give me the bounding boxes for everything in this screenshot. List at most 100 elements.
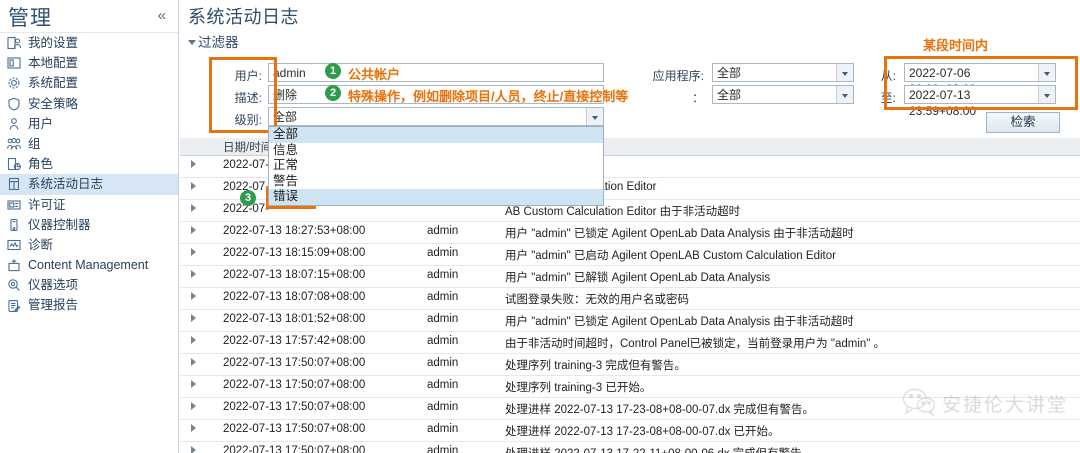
expand-triangle-icon[interactable] — [191, 380, 196, 388]
chevron-double-left-icon[interactable]: « — [157, 7, 166, 24]
column-header-datetime: 日期/时间 — [223, 142, 273, 154]
sidebar-item-1[interactable]: 本地配置 — [0, 53, 178, 73]
table-row[interactable]: 2022-07-13 17:50:07+08:00 admin 处理进样 2022-… — [180, 442, 1080, 453]
table-row[interactable]: 2022-07- — [180, 156, 1080, 178]
filter-section-label: 过滤器 — [198, 35, 239, 50]
description-input[interactable]: 删除 — [268, 85, 604, 104]
sidebar-item-label: 组 — [28, 136, 41, 151]
sidebar-item-11[interactable]: Content Management — [0, 255, 178, 275]
filter-section-toggle[interactable]: 过滤器 — [188, 31, 239, 51]
sidebar-item-6[interactable]: 角色 — [0, 154, 178, 174]
level-option-2[interactable]: 正常 — [273, 158, 299, 172]
cell-datetime: 2022-07-13 17:50:07+08:00 — [223, 379, 366, 391]
table-row[interactable]: 2022-07-13 17:57:42+08:00 admin 由于非活动时间超时，… — [180, 332, 1080, 354]
search-button[interactable]: 检索 — [986, 112, 1060, 133]
expand-triangle-icon[interactable] — [191, 358, 196, 366]
table-row[interactable]: 2022-07-13 18:01:52+08:00 admin 用户 "admin"… — [180, 310, 1080, 332]
table-row[interactable]: 2022-07-13 17:50:07+08:00 admin 处理序列 train… — [180, 354, 1080, 376]
expand-triangle-icon[interactable] — [191, 292, 196, 300]
user-input[interactable]: admin — [268, 63, 604, 82]
level-option-0[interactable]: 全部 — [269, 127, 603, 143]
sidebar-item-label: 本地配置 — [28, 56, 79, 71]
sidebar-item-10[interactable]: 诊断 — [0, 235, 178, 255]
sidebar-item-0[interactable]: 我的设置 — [0, 33, 178, 53]
cell-user: admin — [427, 445, 459, 453]
cell-user: admin — [427, 269, 459, 281]
my-settings-icon — [7, 36, 21, 50]
content-management-icon — [7, 258, 21, 272]
chevron-down-icon[interactable] — [836, 86, 853, 103]
cell-datetime: 2022-07-13 18:07:15+08:00 — [223, 269, 366, 281]
table-row[interactable]: 2022-07-13 18:07:15+08:00 admin 用户 "admin"… — [180, 266, 1080, 288]
cell-description: 处理进样 2022-07-13 17-22-11+08-00-06.dx 完成但… — [505, 445, 813, 453]
sidebar-item-8[interactable]: 许可证 — [0, 195, 178, 215]
sidebar-item-label: 管理报告 — [28, 298, 79, 313]
cell-user: admin — [427, 379, 459, 391]
sidebar-item-9[interactable]: 仪器控制器 — [0, 215, 178, 235]
activity-log-table: 日期/时间 2022-07- 2022-07- AB Custom Calculat… — [180, 138, 1080, 453]
expand-triangle-icon[interactable] — [191, 314, 196, 322]
chevron-down-icon[interactable] — [586, 108, 603, 125]
level-option-1[interactable]: 信息 — [273, 142, 299, 157]
cell-user: admin — [427, 291, 459, 303]
table-row[interactable]: 2022-07-13 18:27:53+08:00 admin 用户 "admin"… — [180, 222, 1080, 244]
level-option-4[interactable]: 错误 — [269, 189, 603, 205]
expand-triangle-icon[interactable] — [191, 402, 196, 410]
application-select[interactable]: 全部 — [712, 63, 854, 82]
level-select-value: 全部 — [273, 110, 298, 124]
level-dropdown-list[interactable]: 全部 信息 正常 警告 错误 — [268, 126, 604, 206]
cell-datetime: 2022-07-13 17:50:07+08:00 — [223, 357, 366, 369]
table-row[interactable]: 2022-07-13 17:50:07+08:00 admin 处理进样 2022-… — [180, 398, 1080, 420]
expand-triangle-icon[interactable] — [191, 336, 196, 344]
second-select[interactable]: 全部 — [712, 85, 854, 104]
table-row[interactable]: 2022-07-13 17:50:07+08:00 admin 处理进样 2022-… — [180, 420, 1080, 442]
cell-datetime: 2022-07- — [223, 181, 270, 193]
admin-report-icon — [7, 299, 21, 313]
chevron-down-icon[interactable] — [1038, 86, 1055, 103]
chevron-down-icon[interactable] — [836, 64, 853, 81]
sidebar-item-2[interactable]: 系统配置 — [0, 73, 178, 93]
sidebar-item-label: 我的设置 — [28, 36, 79, 50]
chevron-down-icon[interactable] — [1038, 64, 1055, 81]
cell-datetime: 2022-07- — [223, 203, 270, 215]
sidebar-nav: 我的设置本地配置系统配置 安全策略 用户组角色系统活动日志 许可证 仪器控制器 诊断 Con… — [0, 33, 178, 316]
local-configuration-icon — [7, 56, 21, 70]
expand-triangle-icon[interactable] — [191, 204, 196, 212]
sidebar: 管理 « 我的设置 本地配置 系统配置 安全策略 用户组角色 系统活动日志 许可证 仪器控制器… — [0, 0, 179, 453]
sidebar-item-7[interactable]: 系统活动日志 — [0, 174, 178, 195]
sidebar-item-13[interactable]: 管理报告 — [0, 295, 178, 315]
sidebar-item-5[interactable]: 组 — [0, 134, 178, 154]
expand-triangle-icon[interactable] — [191, 446, 196, 453]
table-body: 2022-07- 2022-07- AB Custom Calculation Ed… — [180, 156, 1080, 453]
expand-triangle-icon[interactable] — [191, 182, 196, 190]
annotation-badge-3: 3 — [240, 190, 256, 206]
user-label: 用户: — [234, 69, 262, 83]
sidebar-item-4[interactable]: 用户 — [0, 114, 178, 134]
sidebar-item-label: 角色 — [28, 157, 54, 172]
date-to-input[interactable]: 2022-07-13 23:59+08:00 — [904, 85, 1056, 118]
level-select[interactable]: 全部 — [268, 107, 604, 126]
expand-triangle-icon[interactable] — [191, 160, 196, 168]
table-row[interactable]: 2022-07-13 18:07:08+08:00 admin 试图登录失败：无效的… — [180, 288, 1080, 310]
expand-triangle-icon[interactable] — [191, 248, 196, 256]
annotation-badge-1: 1 — [325, 63, 341, 79]
sidebar-item-12[interactable]: 仪器选项 — [0, 275, 178, 295]
cell-description: 处理进样 2022-07-13 17-23-08+08-00-07.dx 已开始… — [505, 426, 780, 438]
from-label: 从: — [880, 69, 896, 83]
table-row[interactable]: 2022-07-13 18:15:09+08:00 admin 用户 "admin"… — [180, 244, 1080, 266]
cell-user: admin — [427, 225, 459, 237]
expand-triangle-icon[interactable] — [191, 270, 196, 278]
sidebar-item-3[interactable]: 安全策略 — [0, 94, 178, 114]
cell-description: 用户 "admin" 已解锁 Agilent OpenLab Data Anal… — [505, 272, 771, 284]
level-option-3[interactable]: 警告 — [273, 173, 299, 188]
table-row[interactable]: 2022-07- AB Custom Calculation Editor 由于非… — [180, 200, 1080, 222]
table-row[interactable]: 2022-07-13 17:50:07+08:00 admin 处理序列 train… — [180, 376, 1080, 398]
role-icon — [7, 157, 21, 171]
expand-triangle-icon[interactable] — [191, 424, 196, 432]
sidebar-item-label: 仪器选项 — [28, 278, 79, 293]
cell-datetime: 2022-07-13 18:01:52+08:00 — [223, 313, 366, 325]
date-from-input[interactable]: 2022-07-06 00:00+08:00 — [904, 63, 1056, 96]
cell-user: admin — [427, 247, 459, 259]
expand-triangle-icon[interactable] — [191, 226, 196, 234]
